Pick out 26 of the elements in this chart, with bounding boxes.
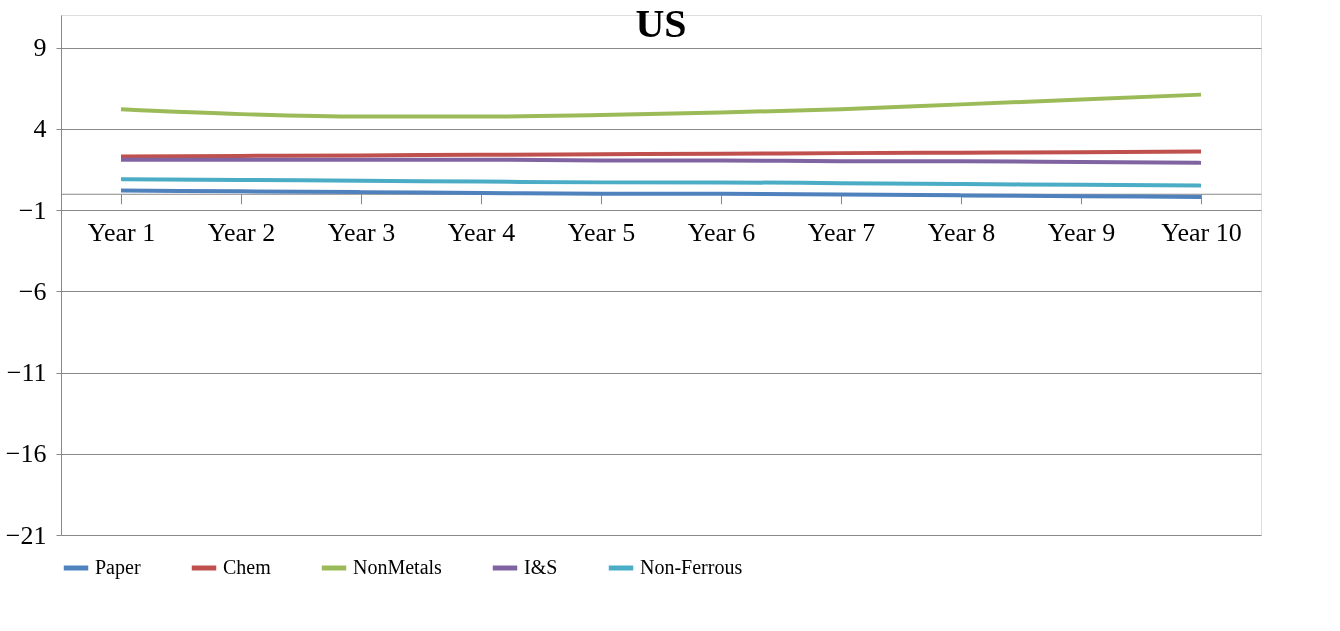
y-tick-label: −11 bbox=[6, 358, 47, 387]
legend-label: Non-Ferrous bbox=[640, 556, 743, 578]
y-tick-label: 9 bbox=[33, 33, 47, 62]
x-tick-label: Year 4 bbox=[447, 218, 516, 248]
legend-label: Paper bbox=[95, 556, 141, 579]
y-tick-label: 4 bbox=[33, 114, 47, 144]
x-tick-label: Year 9 bbox=[1047, 218, 1116, 248]
line-series bbox=[119, 177, 1203, 188]
x-tick-label: Year 1 bbox=[87, 218, 156, 248]
x-tick-label: Year 5 bbox=[567, 218, 636, 248]
y-tick-label: −6 bbox=[18, 276, 47, 306]
y-tick-label: −21 bbox=[5, 520, 47, 550]
y-tick-label: −16 bbox=[5, 439, 47, 469]
chart-title: US bbox=[635, 1, 687, 46]
x-tick-label: Year 3 bbox=[327, 218, 396, 248]
x-tick-label: Year 7 bbox=[807, 218, 876, 248]
x-tick-label: Year 10 bbox=[1161, 218, 1242, 248]
y-tick-label: −1 bbox=[18, 195, 47, 225]
legend-label: Chem bbox=[223, 556, 272, 578]
legend-label: I&S bbox=[524, 556, 558, 578]
line-series bbox=[119, 92, 1203, 119]
x-tick-label: Year 2 bbox=[207, 218, 276, 248]
x-tick-label: Year 6 bbox=[687, 218, 756, 248]
line-series bbox=[119, 188, 1203, 199]
x-tick-label: Year 8 bbox=[927, 218, 996, 248]
legend-label: NonMetals bbox=[353, 556, 443, 578]
